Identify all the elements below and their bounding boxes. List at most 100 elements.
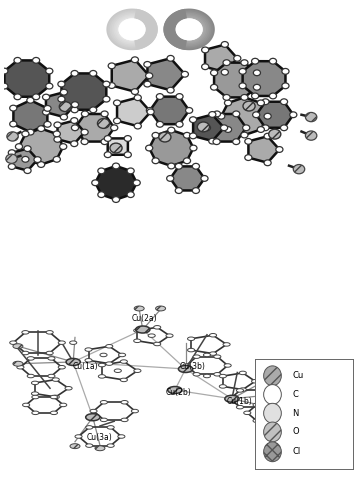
Circle shape [166,334,173,337]
Circle shape [120,378,127,382]
Circle shape [54,137,61,142]
Circle shape [134,123,141,129]
Text: O: O [292,427,299,436]
Circle shape [100,353,107,357]
Circle shape [175,188,182,194]
Circle shape [27,129,34,135]
Circle shape [224,364,231,367]
Polygon shape [256,102,293,128]
Polygon shape [19,129,63,164]
Circle shape [60,403,67,407]
Circle shape [218,114,225,119]
Circle shape [58,341,66,344]
Circle shape [86,444,93,447]
Circle shape [14,94,21,100]
Polygon shape [163,9,215,50]
Polygon shape [117,98,151,126]
Circle shape [6,154,17,163]
Circle shape [31,392,39,395]
Circle shape [148,334,155,337]
Polygon shape [207,114,246,142]
Text: Cu: Cu [292,371,304,380]
Polygon shape [205,45,237,72]
Circle shape [243,125,250,131]
Circle shape [37,126,45,132]
Circle shape [114,369,121,373]
Circle shape [259,378,269,383]
Circle shape [22,157,29,162]
Circle shape [106,344,113,348]
Circle shape [27,97,34,103]
Circle shape [253,70,261,76]
Circle shape [52,395,59,399]
Circle shape [239,68,246,74]
Circle shape [152,132,159,138]
Polygon shape [221,97,268,135]
Circle shape [54,122,61,128]
Circle shape [239,371,246,375]
Circle shape [266,397,273,400]
Polygon shape [108,138,128,155]
Circle shape [234,56,241,61]
Circle shape [146,107,154,114]
Circle shape [85,359,92,362]
Circle shape [15,144,23,149]
Polygon shape [75,114,114,142]
Circle shape [193,373,200,376]
Circle shape [280,99,288,104]
Polygon shape [170,166,205,191]
Circle shape [144,61,151,67]
Circle shape [209,352,217,355]
Circle shape [213,139,220,145]
Circle shape [124,152,131,158]
Circle shape [95,446,105,451]
Polygon shape [163,9,187,50]
Circle shape [110,143,122,153]
Polygon shape [110,11,154,47]
Circle shape [43,94,50,100]
Polygon shape [119,18,146,40]
Circle shape [190,145,197,151]
Circle shape [7,132,18,141]
Circle shape [202,64,209,69]
Circle shape [43,109,50,115]
Circle shape [24,168,31,173]
Circle shape [192,188,199,194]
Polygon shape [62,73,106,110]
Circle shape [46,351,53,355]
Circle shape [293,164,305,174]
Polygon shape [12,148,37,171]
Polygon shape [149,130,193,166]
Circle shape [264,403,281,423]
Polygon shape [119,18,146,40]
Circle shape [245,155,252,160]
Circle shape [82,111,88,117]
Circle shape [197,122,209,132]
Circle shape [252,379,259,383]
Circle shape [154,342,161,346]
Circle shape [305,131,317,140]
Circle shape [100,400,107,404]
Polygon shape [175,18,203,40]
Circle shape [168,163,175,169]
Text: Cu(3a): Cu(3a) [87,433,113,442]
Circle shape [124,136,131,141]
Circle shape [58,365,66,369]
Circle shape [223,94,230,100]
Circle shape [23,403,30,407]
Circle shape [178,365,193,373]
Polygon shape [95,166,137,200]
Circle shape [133,180,140,186]
Polygon shape [115,16,149,43]
Circle shape [225,100,232,106]
Circle shape [290,112,297,118]
Circle shape [53,131,60,137]
Polygon shape [108,10,156,49]
Circle shape [226,397,234,400]
Circle shape [8,164,15,170]
Circle shape [270,391,280,396]
Circle shape [81,139,88,145]
Circle shape [201,175,208,182]
Circle shape [192,163,199,169]
Circle shape [32,57,40,63]
